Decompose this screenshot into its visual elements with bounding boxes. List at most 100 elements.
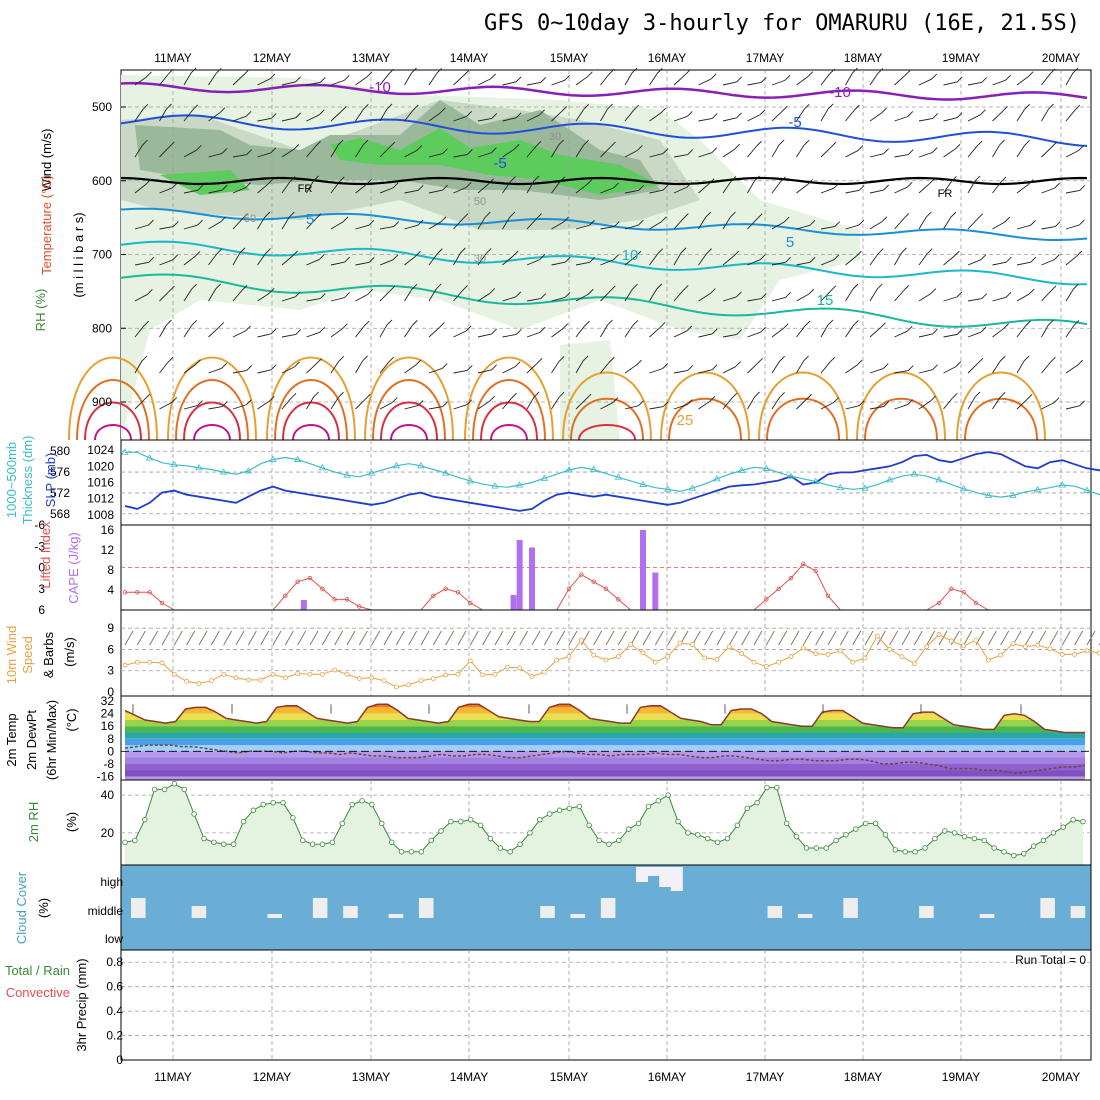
- lifted-index-marker: [344, 597, 350, 602]
- wind-barb: [649, 73, 658, 86]
- wind-barb-flag: [288, 211, 295, 218]
- wind-barb-flag: [342, 323, 348, 330]
- cape-axis: -6 -3 0 3 6 16 12 8 4: [34, 518, 114, 617]
- lifted-index-marker: [801, 561, 806, 567]
- wind-barb: [673, 218, 684, 230]
- wind-barb-flag: [980, 254, 987, 260]
- wind-barb-flag: [930, 395, 936, 402]
- wind-barb: [624, 72, 633, 86]
- rh2m-marker: [467, 816, 474, 823]
- wind-barb-flag: [659, 322, 666, 328]
- date-label-bottom: 12MAY: [253, 1070, 291, 1084]
- wind10-speed-marker: [665, 654, 671, 659]
- cape-axis-title: CAPE (J/kg): [66, 532, 81, 604]
- wind-barb: [1065, 325, 1075, 338]
- wind-barb-flag: [857, 145, 864, 151]
- wind10-speed-marker: [763, 664, 769, 669]
- wind10-speed-marker: [652, 659, 658, 665]
- wind-barb: [698, 183, 710, 194]
- wind-barb-flag: [956, 291, 963, 298]
- wind-barb-flag: [711, 328, 718, 335]
- wind-barb-flag: [143, 320, 150, 327]
- wind-barb-flag: [853, 320, 859, 326]
- wind10-barb: [926, 630, 936, 646]
- cape-bar: [516, 540, 523, 610]
- thickness-marker: [343, 471, 351, 478]
- contour-label: 50: [244, 213, 256, 225]
- rh2m-marker: [596, 837, 602, 844]
- rh2m-marker: [576, 803, 583, 810]
- wind-barb-flag: [367, 289, 374, 295]
- wind-barb-flag: [491, 328, 497, 335]
- wind10-barb: [210, 630, 220, 646]
- wind-barb-flag: [562, 323, 569, 330]
- wind-barb: [330, 328, 343, 338]
- rh2m-marker: [201, 835, 207, 842]
- wind10-barb: [494, 630, 504, 646]
- wind-barb: [183, 288, 192, 302]
- wind-barb: [796, 325, 806, 338]
- wind-barb-flag: [950, 211, 957, 218]
- temp-band: [125, 738, 1085, 746]
- slp-tick-label: 1008: [87, 508, 114, 522]
- wind-barb-flag: [779, 391, 785, 398]
- cloud-level-label: low: [105, 932, 123, 946]
- contour-label: 5: [786, 234, 794, 251]
- wind-barb-flag: [807, 71, 814, 78]
- date-label-top: 12MAY: [253, 51, 291, 65]
- thickness-marker: [540, 474, 549, 481]
- thickness-marker: [811, 477, 820, 484]
- wind-barb-flag: [368, 219, 375, 226]
- rh2m-marker: [1011, 852, 1017, 859]
- wind-barb-flag: [906, 325, 913, 332]
- diurnal-temperature-arch: [578, 424, 636, 441]
- rh2m-marker: [428, 837, 434, 844]
- wind-barb-flag: [463, 70, 470, 76]
- wind-barb: [918, 369, 933, 374]
- wind-barb: [1016, 224, 1031, 230]
- slp-series: [121, 448, 1100, 512]
- wind-barb-flag: [881, 107, 887, 114]
- wind10-barb: [161, 630, 171, 646]
- wind-barb: [1016, 145, 1026, 158]
- wind-barb: [918, 216, 927, 230]
- wind-barb-flag: [315, 213, 322, 219]
- wind10-speed-marker: [850, 659, 856, 665]
- wind-barb: [159, 73, 169, 86]
- wind10-barb: [531, 630, 541, 646]
- wind-barb-flag: [632, 320, 639, 326]
- wind-barb-flag: [290, 392, 297, 399]
- wind-barb-flag: [1030, 220, 1036, 226]
- wind-barb: [1041, 187, 1055, 194]
- diurnal-temperature-arch: [472, 379, 546, 441]
- wind10-speed-marker: [406, 682, 412, 688]
- wind-barb: [992, 221, 1005, 230]
- thickness-marker: [145, 454, 154, 461]
- wind-barb: [624, 255, 637, 266]
- wind-barb: [992, 261, 1007, 266]
- wind-barbs: [134, 67, 1086, 410]
- cape-bar: [300, 600, 307, 610]
- wind10-barb: [198, 630, 208, 646]
- rh2m-marker: [734, 822, 741, 829]
- lifted-index-tick-label: 0: [38, 561, 45, 575]
- wind10-speed-marker: [566, 654, 572, 659]
- wind-barb-flag: [952, 392, 958, 399]
- wind-barb-flag: [635, 250, 642, 257]
- cape-tick-label: 12: [101, 543, 115, 557]
- wind-barb: [600, 73, 610, 86]
- contour-label: -10: [829, 84, 851, 101]
- wind-barb: [845, 109, 855, 122]
- wind-barb: [159, 324, 167, 338]
- wind-barb: [820, 402, 834, 410]
- wind-barb-flag: [782, 323, 789, 329]
- wind-barb: [649, 406, 664, 410]
- thickness-marker: [959, 484, 968, 492]
- diurnal-temperature-arch: [282, 401, 340, 441]
- wind-barb-flag: [613, 182, 619, 189]
- wind-barb: [869, 221, 883, 230]
- wind10-speed-marker: [504, 664, 510, 670]
- temp-band: [125, 757, 1085, 764]
- wind-barb-flag: [491, 113, 498, 119]
- diurnal-temperature-arch: [372, 379, 446, 441]
